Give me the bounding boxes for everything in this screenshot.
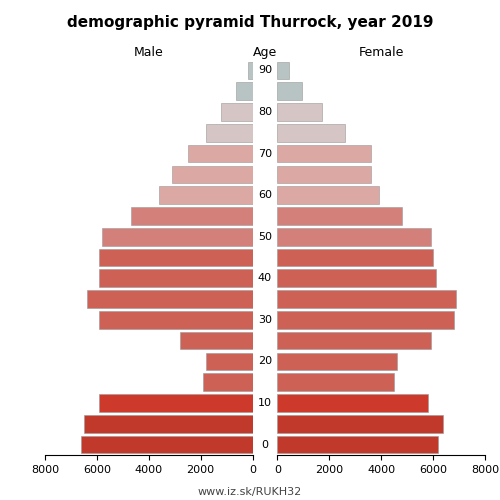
Bar [278,332,430,349]
Bar [100,311,252,328]
Bar [278,352,397,370]
Bar [278,207,402,225]
Bar [278,166,371,183]
Bar [278,394,428,412]
Title: Age: Age [253,46,277,59]
Bar [159,186,252,204]
Bar [222,103,252,121]
Bar [278,103,322,121]
Text: 90: 90 [258,66,272,76]
Text: demographic pyramid Thurrock, year 2019: demographic pyramid Thurrock, year 2019 [67,15,433,30]
Text: 30: 30 [258,315,272,325]
Bar [172,166,252,183]
Bar [278,290,456,308]
Text: www.iz.sk/RUKH32: www.iz.sk/RUKH32 [198,488,302,498]
Bar [204,374,252,391]
Text: 20: 20 [258,356,272,366]
Bar [206,124,252,142]
Bar [82,436,252,454]
Title: Male: Male [134,46,164,59]
Bar [180,332,252,349]
Bar [188,144,252,162]
Text: 80: 80 [258,107,272,117]
Bar [236,82,252,100]
Bar [278,124,345,142]
Bar [278,186,378,204]
Bar [278,82,302,100]
Bar [278,436,438,454]
Text: 50: 50 [258,232,272,241]
Bar [278,144,371,162]
Bar [248,62,252,79]
Bar [130,207,252,225]
Bar [86,290,252,308]
Bar [100,394,252,412]
Bar [278,248,433,266]
Title: Female: Female [358,46,404,59]
Text: 40: 40 [258,274,272,283]
Bar [278,374,394,391]
Bar [278,62,289,79]
Bar [100,248,252,266]
Text: 70: 70 [258,148,272,158]
Bar [278,270,436,287]
Bar [278,311,454,328]
Bar [206,352,252,370]
Text: 60: 60 [258,190,272,200]
Text: 10: 10 [258,398,272,408]
Bar [278,415,444,432]
Bar [102,228,253,246]
Bar [84,415,252,432]
Bar [278,228,430,246]
Text: 0: 0 [262,440,268,450]
Bar [100,270,252,287]
